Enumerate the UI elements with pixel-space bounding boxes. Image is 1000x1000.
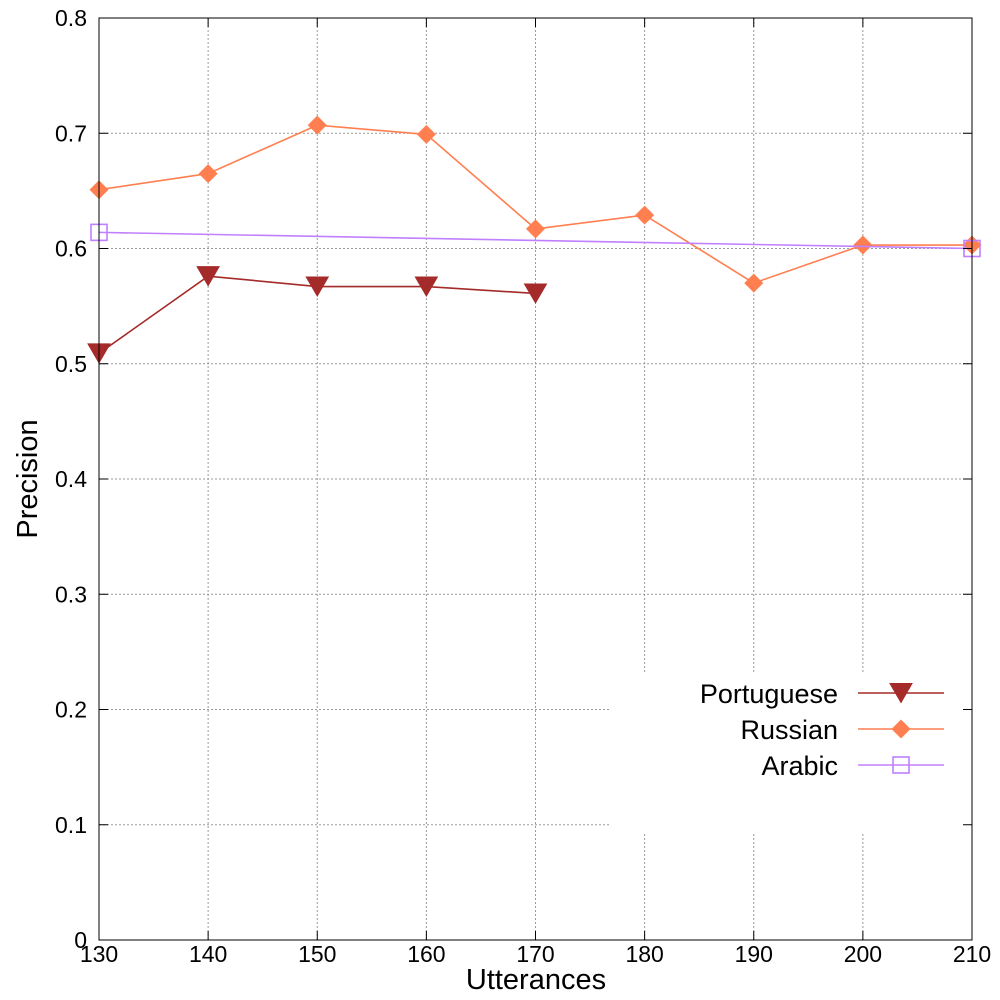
y-tick-label: 0.2 — [55, 697, 87, 723]
x-tick-label: 180 — [625, 941, 663, 967]
x-tick-label: 130 — [80, 941, 118, 967]
arabic-line — [98, 231, 973, 250]
grid — [99, 18, 972, 940]
x-tick-label: 200 — [844, 941, 882, 967]
y-tick-label: 0 — [74, 927, 87, 953]
x-tick-label: 140 — [189, 941, 227, 967]
legend-box — [610, 672, 971, 832]
y-axis-title: Precision — [12, 419, 44, 538]
x-tick-label: 160 — [407, 941, 445, 967]
y-tick-label: 0.8 — [55, 5, 87, 31]
x-tick-label: 170 — [516, 941, 554, 967]
y-tick-label: 0.4 — [55, 466, 87, 492]
russian-point — [526, 219, 545, 239]
russian-point — [198, 164, 218, 184]
legend-entry-portuguese: Portuguese — [700, 679, 944, 709]
x-axis-title: Utterances — [466, 964, 606, 996]
y-tick-label: 0.3 — [55, 581, 87, 607]
russian-point — [744, 273, 764, 293]
legend-entry-russian: Russian — [740, 715, 944, 745]
legend-label-arabic: Arabic — [761, 751, 838, 781]
series-layer — [87, 115, 982, 364]
russian-point — [307, 115, 327, 135]
series-portuguese — [87, 266, 548, 364]
legend-label-russian: Russian — [740, 715, 838, 745]
legend: Portuguese Russian Arabic — [700, 679, 944, 781]
legend-marker-portuguese — [889, 683, 913, 704]
x-tick-label: 190 — [735, 941, 773, 967]
legend-marker-arabic — [892, 756, 910, 774]
portuguese-point — [305, 276, 330, 297]
y-tick-label: 0.5 — [55, 351, 87, 377]
russian-point — [416, 124, 436, 144]
legend-marker-russian — [891, 719, 911, 739]
russian-point — [853, 235, 873, 255]
legend-label-portuguese: Portuguese — [700, 679, 838, 709]
axis-ticks: 130 140 150 160 170 180 190 200 210 0 0.1 0.2 0.3 0.4… — [55, 5, 991, 967]
legend-background — [610, 672, 971, 832]
y-tick-label: 0.7 — [55, 120, 87, 146]
russian-point — [635, 205, 655, 225]
x-tick-label: 150 — [298, 941, 336, 967]
y-tick-label: 0.6 — [55, 236, 87, 262]
y-tick-label: 0.1 — [55, 812, 87, 838]
portuguese-point — [196, 266, 220, 287]
x-tick-label: 210 — [953, 941, 991, 967]
legend-entry-arabic: Arabic — [761, 751, 944, 781]
portuguese-point — [414, 276, 439, 297]
portuguese-point — [523, 283, 548, 304]
